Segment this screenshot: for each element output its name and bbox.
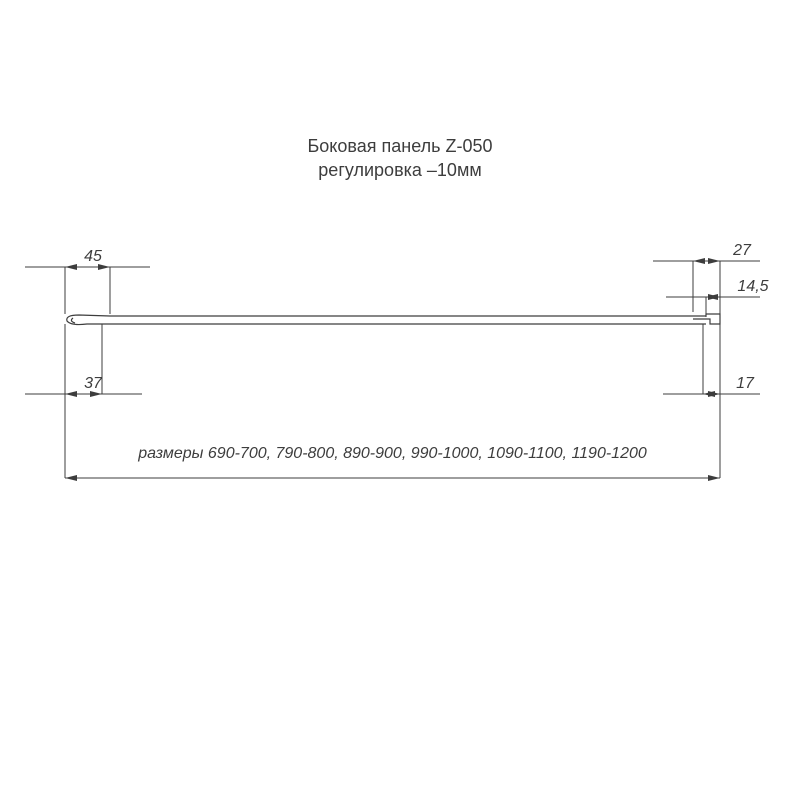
dim-17: 17	[663, 324, 760, 394]
dim-17-label: 17	[736, 375, 755, 392]
dim-45-label: 45	[84, 248, 102, 265]
dim-45: 45	[25, 248, 150, 314]
title-line-1: Боковая панель Z-050	[307, 136, 492, 156]
dim-37: 37	[25, 324, 142, 394]
drawing-title: Боковая панель Z-050 регулировка –10мм	[307, 136, 492, 180]
panel-profile	[67, 314, 720, 325]
title-line-2: регулировка –10мм	[318, 160, 481, 180]
dim-14-5-label: 14,5	[737, 278, 768, 295]
dim-overall-label: размеры 690-700, 790-800, 890-900, 990-1…	[137, 445, 647, 462]
dim-37-label: 37	[84, 375, 103, 392]
dim-27-label: 27	[732, 242, 752, 259]
dim-overall: размеры 690-700, 790-800, 890-900, 990-1…	[65, 324, 720, 478]
